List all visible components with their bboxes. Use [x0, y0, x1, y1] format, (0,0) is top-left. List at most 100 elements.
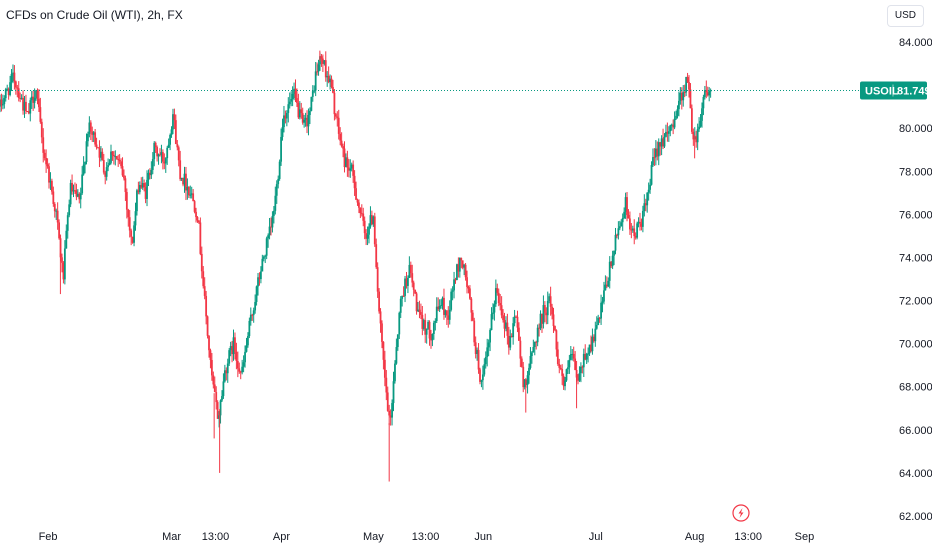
- candle: [551, 303, 553, 320]
- candle: [409, 261, 412, 278]
- candle: [399, 296, 402, 319]
- x-tick-label: Jul: [589, 531, 603, 543]
- candle: [481, 365, 484, 390]
- candle: [520, 356, 523, 368]
- candle: [118, 154, 121, 165]
- y-tick-label: 74.000: [899, 252, 932, 264]
- candle: [150, 161, 153, 179]
- candle: [552, 307, 555, 333]
- candle: [389, 409, 392, 426]
- last-price-value: 81.749: [897, 85, 931, 97]
- x-tick-label: Mar: [162, 531, 181, 543]
- currency-button[interactable]: USD: [886, 5, 924, 27]
- candle: [372, 215, 375, 227]
- candle: [458, 257, 461, 278]
- candle: [373, 212, 376, 247]
- y-tick-label: 70.000: [899, 339, 932, 351]
- candle: [336, 111, 339, 127]
- candle: [247, 332, 249, 348]
- candle: [398, 311, 401, 339]
- candle: [392, 371, 395, 412]
- candle: [428, 320, 431, 346]
- candle: [174, 114, 177, 145]
- candle: [396, 334, 399, 351]
- candle: [365, 229, 368, 246]
- candle: [7, 87, 10, 100]
- candle: [469, 285, 471, 300]
- candle: [105, 162, 108, 181]
- candle: [231, 340, 233, 363]
- candle: [68, 199, 71, 218]
- candle: [487, 339, 490, 357]
- candle: [510, 333, 513, 338]
- candle: [242, 355, 245, 373]
- candle: [300, 102, 303, 119]
- candle: [454, 277, 457, 284]
- candle: [695, 130, 698, 148]
- candle: [489, 328, 491, 352]
- candle: [66, 212, 69, 239]
- candle: [120, 158, 122, 169]
- candle: [585, 352, 588, 364]
- candle: [74, 182, 76, 194]
- candle: [653, 148, 656, 166]
- candle: [526, 370, 529, 394]
- candle: [94, 128, 97, 147]
- candle: [477, 343, 480, 374]
- candle: [450, 288, 453, 312]
- candle: [363, 216, 366, 240]
- candle: [476, 347, 479, 361]
- candle: [507, 326, 510, 355]
- candle: [255, 285, 258, 306]
- candle: [408, 256, 411, 279]
- lightning-bolt-icon[interactable]: [732, 504, 750, 522]
- candle: [689, 83, 692, 109]
- candle: [418, 300, 421, 319]
- candle: [685, 76, 688, 97]
- candle: [313, 85, 316, 94]
- candle: [470, 297, 473, 322]
- x-tick-label: Feb: [39, 531, 58, 543]
- candle: [12, 64, 14, 84]
- candle: [236, 351, 239, 378]
- candle: [26, 110, 29, 113]
- candle: [290, 91, 293, 107]
- candle: [75, 183, 78, 201]
- candle: [369, 206, 372, 229]
- candle: [405, 271, 408, 289]
- candle: [506, 313, 509, 345]
- candle: [567, 360, 569, 375]
- candle: [133, 221, 135, 247]
- candle: [509, 329, 512, 351]
- candle: [577, 374, 579, 385]
- candle: [431, 333, 434, 347]
- candle: [112, 150, 115, 165]
- candle: [402, 286, 405, 297]
- candle: [515, 315, 517, 318]
- candle: [111, 151, 114, 161]
- candle: [160, 144, 163, 164]
- candle: [123, 169, 125, 181]
- candle: [69, 179, 72, 208]
- candle: [244, 345, 246, 368]
- candle: [272, 205, 275, 224]
- candle: [153, 141, 156, 167]
- candle: [166, 145, 169, 165]
- candle: [492, 303, 494, 320]
- candle: [451, 286, 454, 301]
- candle: [53, 202, 56, 218]
- candle: [582, 348, 585, 377]
- candle: [252, 307, 255, 323]
- candle: [164, 157, 167, 173]
- candle: [360, 204, 363, 217]
- candle: [33, 88, 36, 109]
- candle: [385, 369, 388, 401]
- candle: [146, 170, 148, 207]
- candle: [30, 90, 33, 109]
- candle: [539, 310, 542, 331]
- candle: [1, 94, 4, 110]
- candle: [281, 118, 284, 141]
- candle: [270, 217, 272, 236]
- candle: [187, 186, 190, 198]
